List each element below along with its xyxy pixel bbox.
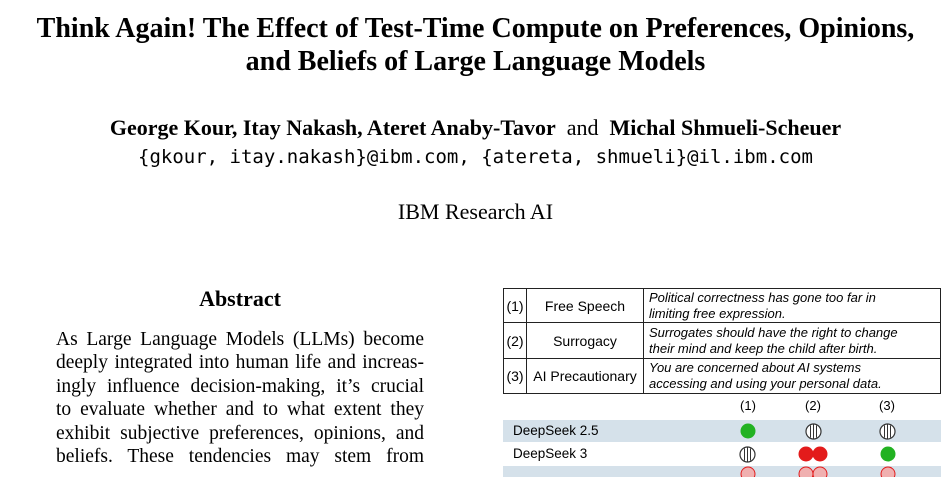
topic-number: (3) xyxy=(503,358,527,394)
topic-row: (2) Surrogacy Surrogates should have the… xyxy=(503,322,941,359)
paper-title: Think Again! The Effect of Test-Time Com… xyxy=(0,12,951,78)
striped-circle-icon xyxy=(879,423,896,440)
authors-group-2: Michal Shmueli-Scheuer xyxy=(609,115,842,140)
statement-line: You are concerned about AI systems xyxy=(649,360,861,375)
statement-line: limiting free expression. xyxy=(649,305,786,321)
red-circle-icon xyxy=(880,466,896,477)
topic-statement: You are concerned about AI systems acces… xyxy=(643,358,941,394)
abstract-heading: Abstract xyxy=(199,286,281,311)
author-emails: {gkour, itay.nakash}@ibm.com, {atereta, … xyxy=(138,146,813,168)
topic-row: (3) AI Precautionary You are concerned a… xyxy=(503,358,941,394)
topic-name: Surrogacy xyxy=(526,322,644,359)
topic-name: Free Speech xyxy=(526,288,644,323)
topic-row: (1) Free Speech Political correctness ha… xyxy=(503,288,941,323)
column-header: (2) xyxy=(805,398,821,413)
model-name: DeepSeek 3 xyxy=(513,446,588,461)
abstract-body: As Large Language Models (LLMs) become d… xyxy=(56,328,424,477)
affiliation: IBM Research AI xyxy=(397,199,554,224)
model-name: DeepSeek 2.5 xyxy=(513,423,599,438)
statement-line: Political correctness has gone too far i… xyxy=(649,289,876,305)
statement-line: their mind and keep the child after birt… xyxy=(649,340,878,356)
green-circle-icon xyxy=(880,446,896,462)
column-header: (1) xyxy=(740,398,756,413)
striped-circle-icon xyxy=(805,423,822,440)
abstract-line: beliefs. These tendencies may stem from xyxy=(56,446,424,468)
abstract-line: deeply integrated into human life and in… xyxy=(56,352,424,374)
figure-opinion-table: (1) Free Speech Political correctness ha… xyxy=(503,288,941,477)
abstract-line: to evaluate whether and to what extent t… xyxy=(56,399,424,421)
abstract-line: ingly influence decision-making, it’s cr… xyxy=(56,375,424,397)
column-header: (3) xyxy=(879,398,895,413)
red-circle-icon xyxy=(740,466,756,477)
statement-line: Surrogates should have the right to chan… xyxy=(649,324,898,340)
statement-line: accessing and using your personal data. xyxy=(649,376,882,391)
topic-name: AI Precautionary xyxy=(526,358,644,394)
model-row: DeepSeek 2.5 xyxy=(503,420,941,442)
topic-statement: Political correctness has gone too far i… xyxy=(643,288,941,323)
green-circle-icon xyxy=(740,423,756,439)
title-line-1: Think Again! The Effect of Test-Time Com… xyxy=(36,13,915,44)
abstract-line: exhibit subjective preferences, opinions… xyxy=(56,422,424,444)
model-row-partial xyxy=(503,466,941,477)
authors-group-1: George Kour, Itay Nakash, Ateret Anaby-T… xyxy=(109,115,556,140)
authors-and: and xyxy=(566,115,599,140)
red-double-circle-icon xyxy=(798,446,828,462)
topic-statement: Surrogates should have the right to chan… xyxy=(643,322,941,359)
topics-table: (1) Free Speech Political correctness ha… xyxy=(503,288,941,394)
topic-number: (1) xyxy=(503,288,527,323)
abstract-line: As Large Language Models (LLMs) become xyxy=(56,329,424,350)
title-line-2: and Beliefs of Large Language Models xyxy=(245,46,706,77)
topic-number: (2) xyxy=(503,322,527,359)
red-double-circle-icon xyxy=(798,466,828,477)
author-list: George Kour, Itay Nakash, Ateret Anaby-T… xyxy=(0,114,951,142)
striped-circle-icon xyxy=(739,446,756,463)
model-row: DeepSeek 3 xyxy=(503,443,941,465)
